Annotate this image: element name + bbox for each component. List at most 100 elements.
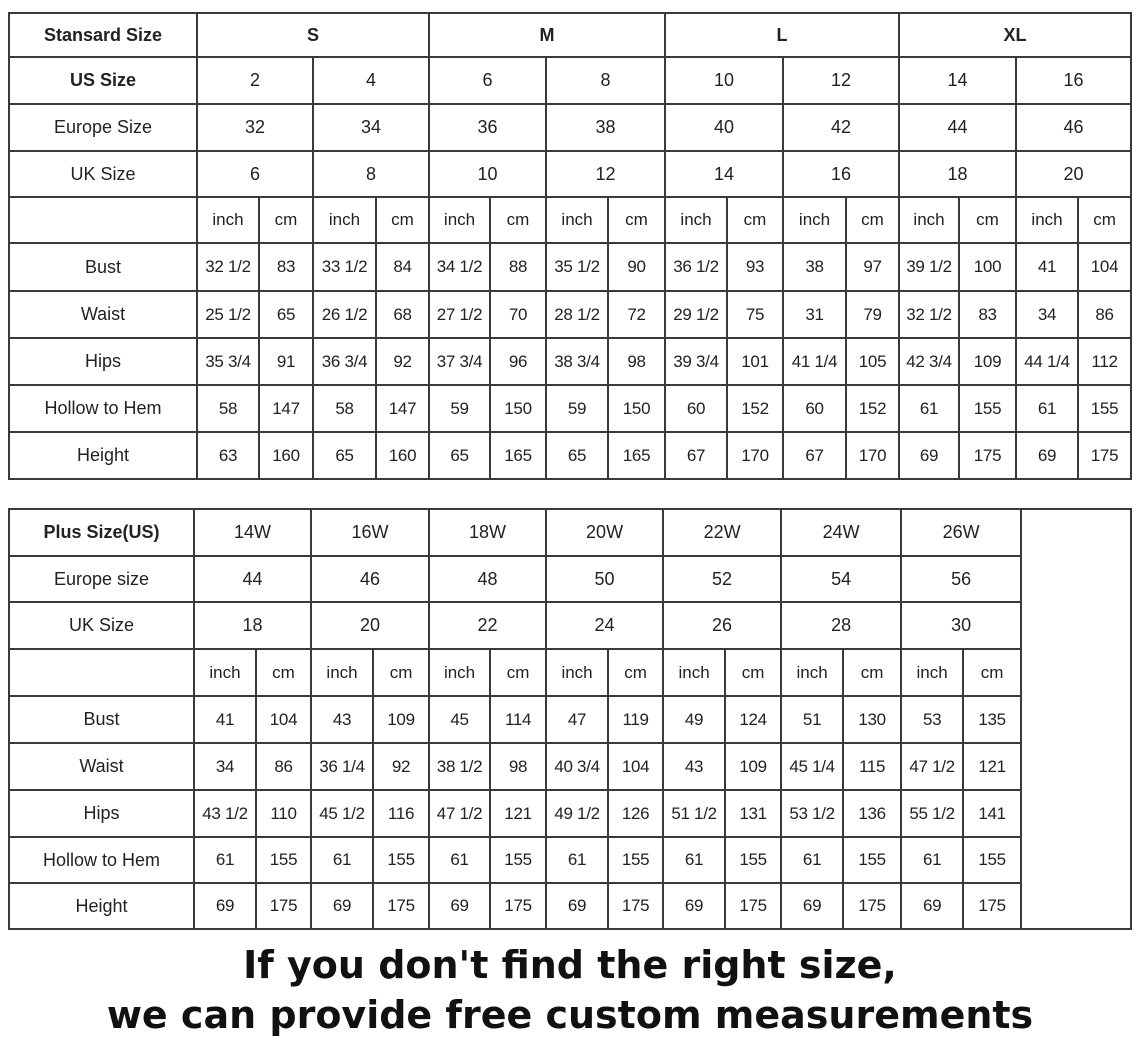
measurement-cell: 150 [489,384,548,433]
unit-inch: inch [545,648,610,697]
size-cell: 38 [545,103,667,152]
unit-inch: inch [428,648,492,697]
measurement-cell: 43 [310,695,375,744]
measurement-row: Height 69 175 69 175 69 175 69 175 69 175 69 175 69 17… [8,882,1131,930]
measurement-cell: 32 1/2 [898,290,961,339]
measurement-cell: 119 [607,695,665,744]
measurement-cell: 92 [372,742,431,791]
measurement-cell: 109 [372,695,431,744]
size-row: UK Size 18 20 22 24 26 28 30 [8,601,1131,650]
measurement-cell: 36 1/4 [310,742,375,791]
measurement-cell: 175 [962,882,1023,930]
measurement-cell: 69 [310,882,375,930]
size-row: Europe Size 32 34 36 38 40 42 44 46 [8,103,1133,152]
measurement-cell: 41 [193,695,257,744]
measurement-cell: 90 [607,242,667,292]
measurement-cell: 155 [254,836,313,884]
unit-cm: cm [726,196,785,244]
row-label: Europe Size [8,103,198,152]
measurement-cell: 60 [782,384,848,433]
plus-size-table: Plus Size(US) 14W 16W 18W 20W 22W 24W 26W Europe… [8,508,1133,930]
measurement-cell: 45 1/4 [780,742,845,791]
measurement-cell: 83 [958,290,1018,339]
unit-cm: cm [845,196,901,244]
measurement-cell: 41 1/4 [782,337,848,386]
measurement-cell: 175 [254,882,313,930]
measurement-cell: 98 [607,337,667,386]
measurement-cell: 61 [780,836,845,884]
measurement-cell: 55 1/2 [900,789,965,838]
unit-cm: cm [254,648,313,697]
measurement-cell: 47 1/2 [428,789,492,838]
measurement-cell: 38 3/4 [545,337,610,386]
measurement-row: Hollow to Hem 61 155 61 155 61 155 61 155 61 155 61… [8,836,1131,884]
measurement-cell: 109 [724,742,783,791]
size-cell: 8 [311,150,431,198]
measurement-cell: 61 [900,836,965,884]
measurement-cell: 175 [372,882,431,930]
row-label: UK Size [8,601,195,650]
unit-cm: cm [958,196,1018,244]
measurement-cell: 69 [662,882,727,930]
measurement-cell: 98 [489,742,548,791]
measurement-cell: 175 [842,882,903,930]
header-row: Stansard Size S M L XL [8,12,1133,58]
measurement-row: Height 63 160 65 160 65 165 65 165 67 170 67 170 69 17… [8,431,1133,480]
measurement-cell: 110 [254,789,313,838]
measurement-cell: 49 1/2 [545,789,610,838]
measurement-cell: 100 [958,242,1018,292]
measurement-cell: 112 [1077,337,1133,386]
measurement-cell: 109 [958,337,1018,386]
measurement-cell: 155 [372,836,431,884]
plus-size-header-cell: 18W [428,508,548,557]
size-cell: 56 [900,555,1023,603]
unit-inch: inch [1015,196,1080,244]
measurement-cell: 121 [962,742,1023,791]
measurement-cell: 39 1/2 [898,242,961,292]
row-label: Hollow to Hem [8,384,198,433]
measurement-cell: 72 [607,290,667,339]
plus-size-header-cell: 14W [192,508,313,557]
custom-size-note-line-2: we can provide free custom measurements [106,993,1034,1037]
measurement-cell: 53 [900,695,965,744]
measurement-cell: 59 [545,384,610,433]
unit-inch: inch [898,196,961,244]
size-cell: 6 [196,150,314,198]
measurement-cell: 175 [724,882,783,930]
size-cell: 20 [1015,150,1133,198]
measurement-cell: 121 [489,789,548,838]
measurement-cell: 165 [607,431,667,480]
size-cell: 26 [662,601,783,650]
measurement-cell: 41 [1015,242,1080,292]
size-cell: 28 [780,601,903,650]
measurement-cell: 61 [310,836,375,884]
size-cell: 30 [900,601,1023,650]
measurement-cell: 147 [258,384,314,433]
unit-inch: inch [662,648,727,697]
measurement-cell: 165 [489,431,548,480]
measurement-cell: 69 [428,882,492,930]
measurement-cell: 152 [845,384,901,433]
size-cell: 24 [545,601,665,650]
measurement-cell: 155 [842,836,903,884]
size-cell: 20 [310,601,431,650]
measurement-cell: 32 1/2 [196,242,260,292]
measurement-cell: 34 [1015,290,1080,339]
size-cell: 50 [545,555,665,603]
measurement-cell: 43 [662,742,727,791]
measurement-cell: 61 [545,836,610,884]
measurement-cell: 31 [782,290,848,339]
measurement-cell: 51 1/2 [662,789,727,838]
size-cell: 4 [311,56,431,105]
size-cell: 44 [898,103,1018,152]
measurement-cell: 34 1/2 [428,242,492,292]
measurement-row: Hips 43 1/2 110 45 1/2 116 47 1/2 121 49 1/2 126… [8,789,1131,838]
size-cell: 12 [782,56,901,105]
measurement-cell: 91 [258,337,314,386]
measurement-cell: 155 [958,384,1018,433]
measurement-cell: 25 1/2 [196,290,260,339]
empty-column [1020,508,1133,930]
measurement-cell: 79 [845,290,901,339]
size-cell: 32 [196,103,314,152]
measurement-cell: 150 [607,384,667,433]
